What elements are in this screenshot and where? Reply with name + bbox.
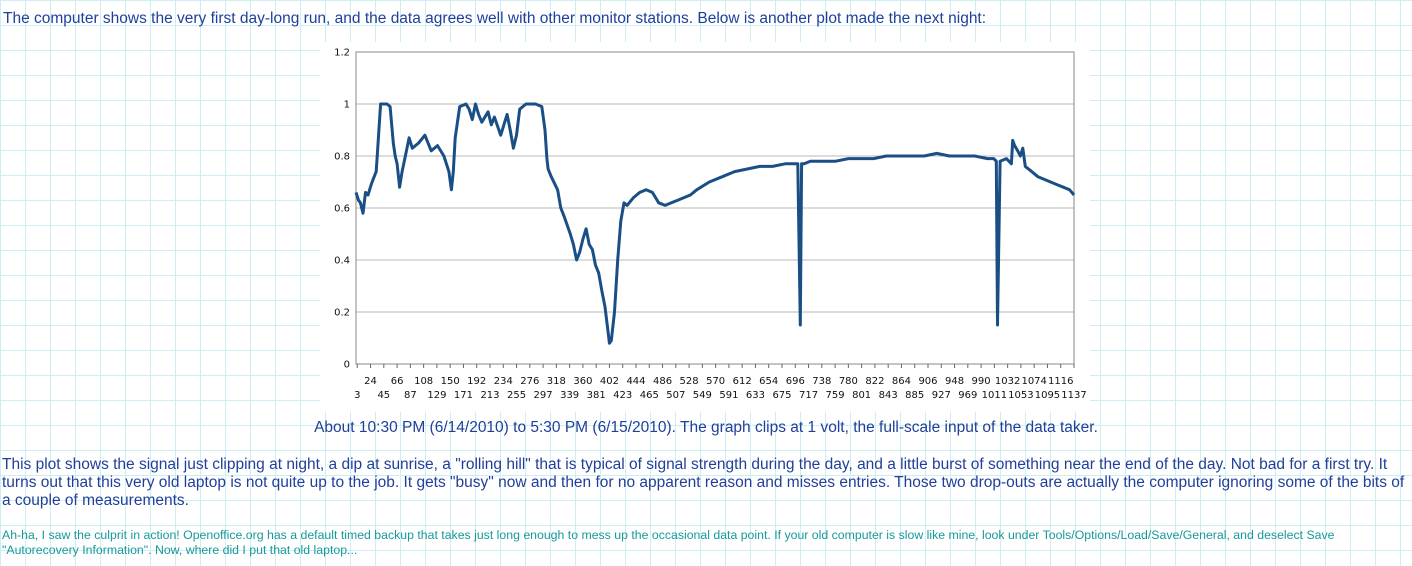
x-tick-label: 948 (945, 376, 964, 387)
x-axis-ticks: 24 66 108 150 192 234 276 318 360 402 444 486 528 570… (354, 364, 1087, 401)
x-tick-label: 444 (626, 376, 645, 387)
x-tick-label: 276 (520, 376, 539, 387)
y-tick-label: 0 (344, 360, 350, 371)
x-tick-label: 906 (918, 376, 937, 387)
y-tick-label: 0.8 (334, 152, 350, 163)
x-tick-label: 969 (958, 390, 977, 401)
x-tick-label: 717 (799, 390, 818, 401)
x-tick-label: 738 (812, 376, 831, 387)
y-tick-label: 1.2 (334, 48, 350, 59)
x-tick-label: 486 (653, 376, 672, 387)
x-tick-label: 213 (480, 390, 499, 401)
x-tick-label: 885 (905, 390, 924, 401)
x-tick-label: 402 (600, 376, 619, 387)
x-tick-label: 1116 (1048, 376, 1073, 387)
voltage-line-chart: 0 0.2 0.4 0.6 0.8 1 1.2 24 66 108 150 192 234 276 318… (320, 42, 1090, 412)
x-tick-label: 570 (706, 376, 725, 387)
x-tick-label: 150 (441, 376, 460, 387)
plot-area-border (355, 51, 1075, 365)
x-tick-label: 465 (640, 390, 659, 401)
x-tick-label: 507 (666, 390, 685, 401)
intro-text: The computer shows the very first day-lo… (3, 10, 987, 27)
x-tick-label: 171 (454, 390, 473, 401)
x-tick-label: 1011 (982, 390, 1007, 401)
x-tick-label: 45 (377, 390, 390, 401)
x-tick-label: 927 (932, 390, 951, 401)
x-tick-label: 87 (404, 390, 417, 401)
x-tick-label: 66 (391, 376, 404, 387)
x-tick-label: 990 (972, 376, 991, 387)
x-tick-label: 3 (354, 390, 360, 401)
x-tick-label: 339 (560, 390, 579, 401)
x-tick-label: 255 (507, 390, 526, 401)
x-tick-label: 864 (892, 376, 911, 387)
x-tick-label: 1074 (1021, 376, 1046, 387)
x-tick-label: 696 (786, 376, 805, 387)
x-tick-label: 528 (680, 376, 699, 387)
chart-background (320, 42, 1090, 412)
x-tick-label: 360 (573, 376, 592, 387)
x-tick-label: 843 (879, 390, 898, 401)
x-tick-label: 1095 (1035, 390, 1060, 401)
explanation-paragraph: This plot shows the signal just clipping… (2, 456, 1405, 509)
x-tick-label: 1053 (1008, 390, 1033, 401)
x-tick-label: 612 (733, 376, 752, 387)
y-tick-label: 0.6 (334, 204, 350, 215)
chart-caption: About 10:30 PM (6/14/2010) to 5:30 PM (6… (314, 419, 1098, 436)
x-tick-label: 822 (865, 376, 884, 387)
series-line (354, 102, 1076, 345)
x-tick-label: 423 (613, 390, 632, 401)
x-tick-label: 780 (839, 376, 858, 387)
x-tick-label: 549 (693, 390, 712, 401)
x-tick-label: 381 (587, 390, 606, 401)
y-tick-label: 0.2 (334, 308, 350, 319)
x-tick-label: 297 (534, 390, 553, 401)
autorecovery-note: Ah-ha, I saw the culprit in action! Open… (2, 528, 1335, 557)
x-tick-label: 129 (427, 390, 446, 401)
x-tick-label: 675 (772, 390, 791, 401)
y-tick-label: 1 (344, 100, 350, 111)
x-tick-label: 24 (364, 376, 377, 387)
x-tick-label: 234 (494, 376, 513, 387)
x-tick-label: 633 (746, 390, 765, 401)
x-tick-label: 1137 (1061, 390, 1086, 401)
y-axis-ticks: 0 0.2 0.4 0.6 0.8 1 1.2 (334, 48, 350, 371)
x-tick-label: 654 (759, 376, 778, 387)
x-tick-label: 759 (826, 390, 845, 401)
x-tick-label: 1032 (995, 376, 1020, 387)
x-tick-label: 318 (547, 376, 566, 387)
x-tick-label: 108 (414, 376, 433, 387)
x-tick-label: 591 (719, 390, 738, 401)
y-tick-label: 0.4 (334, 256, 350, 267)
x-tick-label: 192 (467, 376, 486, 387)
x-tick-label: 801 (852, 390, 871, 401)
